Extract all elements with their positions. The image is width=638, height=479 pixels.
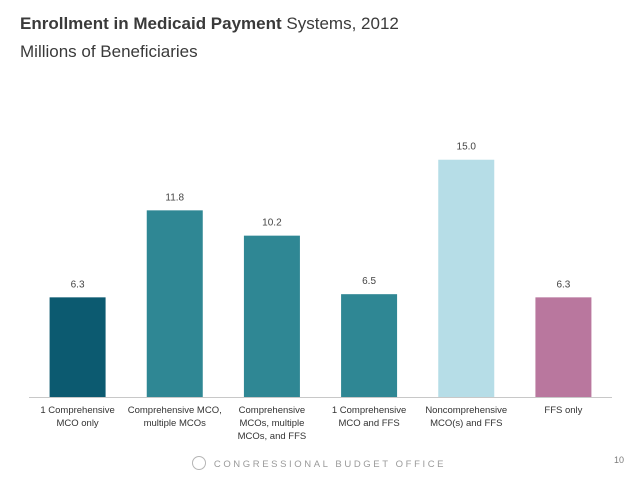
category-label-line: Comprehensive MCO, (128, 405, 222, 416)
data-label-4: 6.5 (362, 276, 376, 287)
bar-4 (341, 294, 398, 397)
bar-3 (243, 235, 300, 397)
footer: CONGRESSIONAL BUDGET OFFICE (0, 456, 638, 470)
category-label-3: Comprehensive MCOs, multiple MCOs, and FFS (238, 405, 307, 442)
category-label-line: MCO(s) and FFS (430, 418, 502, 429)
data-label-5: 15.0 (457, 142, 477, 153)
chart-title-rest: Systems, 2012 (286, 14, 399, 33)
bar-6 (535, 297, 592, 397)
category-label-line: multiple MCOs (144, 418, 207, 429)
category-label-line: MCO only (56, 418, 98, 429)
category-label-2: Comprehensive MCO, multiple MCOs (128, 405, 222, 429)
category-label-4: 1 Comprehensive MCO and FFS (332, 405, 406, 429)
data-label-3: 10.2 (262, 218, 282, 229)
category-label-line: MCOs, multiple (239, 418, 304, 429)
category-label-line: Noncomprehensive (425, 405, 507, 416)
category-label-6: FFS only (544, 405, 582, 416)
data-label-2: 11.8 (165, 192, 184, 203)
bar-1 (49, 297, 106, 397)
page-number: 10 (613, 455, 624, 465)
category-label-1: 1 Comprehensive MCO only (40, 405, 114, 429)
category-label-line: FFS only (544, 405, 582, 416)
category-label-line: Comprehensive (239, 405, 306, 416)
category-label-line: MCOs, and FFS (238, 431, 307, 442)
data-label-6: 6.3 (556, 279, 570, 290)
category-label-line: 1 Comprehensive (40, 405, 114, 416)
category-label-line: MCO and FFS (338, 418, 399, 429)
bar-5 (438, 159, 495, 397)
category-label-5: Noncomprehensive MCO(s) and FFS (425, 405, 507, 429)
cbo-seal-icon (191, 456, 206, 470)
chart-title-bold: Enrollment in Medicaid Payment (20, 14, 282, 33)
footer-organization: CONGRESSIONAL BUDGET OFFICE (213, 459, 447, 470)
chart-subtitle: Millions of Beneficiaries (20, 42, 198, 61)
category-label-line: 1 Comprehensive (332, 405, 406, 416)
data-label-1: 6.3 (71, 279, 85, 290)
chart-title: Enrollment in Medicaid Payment Systems, … (20, 14, 399, 34)
bar-2 (146, 210, 203, 397)
